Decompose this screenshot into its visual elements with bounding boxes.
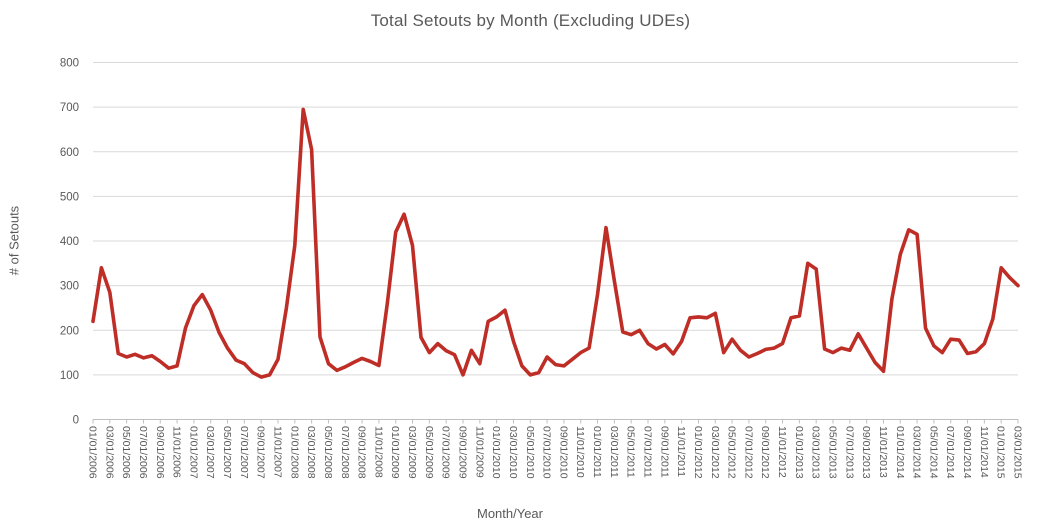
chart-title: Total Setouts by Month (Excluding UDEs) (370, 11, 691, 30)
x-tick-label: 05/01/2008 (322, 426, 334, 479)
x-tick-label: 05/01/2013 (827, 426, 839, 479)
x-tick-label: 05/01/2011 (625, 426, 637, 478)
y-tick-label: 600 (60, 147, 79, 159)
x-tick-label: 11/01/2008 (372, 426, 384, 478)
x-tick-label: 11/01/2010 (574, 426, 586, 478)
x-tick-label: 09/01/2006 (154, 426, 166, 479)
series-line (91, 107, 1020, 379)
x-tick-label: 01/01/2014 (894, 426, 906, 479)
x-tick-label: 11/01/2012 (776, 426, 788, 478)
x-tick-label: 09/01/2012 (759, 426, 771, 479)
x-tick-label: 07/01/2010 (541, 426, 553, 479)
x-tick-label: 07/01/2012 (742, 426, 754, 479)
x-tick-label: 07/01/2007 (238, 426, 250, 479)
x-tick-label: 05/01/2010 (524, 426, 536, 479)
x-tick-label: 07/01/2014 (944, 426, 956, 479)
x-tick-label: 07/01/2006 (137, 426, 149, 479)
y-tick-label: 500 (60, 191, 79, 203)
y-tick-label: 0 (73, 415, 79, 427)
x-tick-label: 07/01/2013 (843, 426, 855, 479)
x-tick-label: 03/01/2008 (305, 426, 317, 479)
x-tick-label: 01/01/2008 (288, 426, 300, 479)
x-tick-label: 03/01/2014 (911, 426, 923, 479)
x-tick-label: 11/01/2014 (978, 426, 990, 478)
x-tick-label: 09/01/2014 (961, 426, 973, 479)
y-tick-label: 200 (60, 325, 79, 337)
x-tick-label: 01/01/2013 (793, 426, 805, 479)
x-tick-label: 09/01/2010 (557, 426, 569, 479)
x-tick-label: 03/01/2009 (406, 426, 418, 479)
x-tick-label: 03/01/2010 (507, 426, 519, 479)
x-tick-label: 09/01/2013 (860, 426, 872, 479)
x-tick-label: 03/01/2011 (608, 426, 620, 478)
x-tick-label: 09/01/2009 (457, 426, 469, 479)
x-tick-label: 11/01/2011 (675, 426, 687, 477)
x-tick-label: 09/01/2007 (255, 426, 267, 479)
x-tick-label: 11/01/2013 (877, 426, 889, 478)
x-tick-label: 05/01/2012 (726, 426, 738, 479)
x-tick-label: 03/01/2007 (204, 426, 216, 479)
x-tick-label: 05/01/2006 (120, 426, 132, 479)
x-tick-label: 03/01/2006 (103, 426, 115, 479)
x-axis-title: Month/Year (476, 506, 543, 521)
x-tick-label: 07/01/2009 (440, 426, 452, 479)
x-tick-label: 11/01/2009 (473, 426, 485, 478)
x-tick-label: 05/01/2007 (221, 426, 233, 479)
y-tick-label: 700 (60, 102, 79, 114)
y-tick-label: 300 (60, 281, 79, 293)
x-tick-label: 05/01/2009 (423, 426, 435, 479)
x-tick-label: 09/01/2011 (658, 426, 670, 478)
x-tick-label: 11/01/2006 (171, 426, 183, 478)
x-tick-label: 01/01/2011 (591, 426, 603, 478)
x-tick-label: 01/01/2010 (490, 426, 502, 479)
x-tick-label: 01/01/2009 (389, 426, 401, 479)
y-tick-label: 100 (60, 370, 79, 382)
x-tick-label: 07/01/2011 (642, 426, 654, 478)
x-tick-label: 01/01/2006 (87, 426, 99, 479)
x-tick-label: 03/01/2015 (1012, 426, 1024, 479)
x-tick-label: 09/01/2008 (356, 426, 368, 479)
x-tick-label: 03/01/2013 (810, 426, 822, 479)
x-tick-label: 01/01/2015 (995, 426, 1007, 479)
x-tick-label: 05/01/2014 (927, 426, 939, 479)
y-tick-label: 800 (60, 58, 79, 70)
x-tick-label: 07/01/2008 (339, 426, 351, 479)
y-tick-label: 400 (60, 236, 79, 248)
x-tick-label: 01/01/2012 (692, 426, 704, 479)
x-tick-label: 03/01/2012 (709, 426, 721, 479)
x-tick-label: 01/01/2007 (187, 426, 199, 479)
x-tick-label: 11/01/2007 (272, 426, 284, 478)
